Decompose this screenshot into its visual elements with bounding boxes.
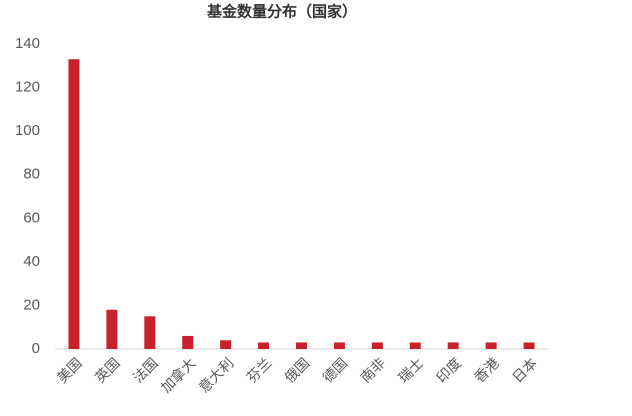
bar	[409, 342, 421, 349]
x-tick-label: 英国	[92, 355, 124, 387]
bar	[447, 342, 459, 349]
x-tick-label: 美国	[55, 355, 86, 386]
chart-title: 基金数量分布（国家）	[206, 3, 357, 21]
y-tick-label: 80	[23, 166, 40, 183]
bar	[485, 342, 497, 349]
bar	[523, 342, 535, 349]
x-tick-label: 印度	[434, 355, 465, 386]
x-tick-label: 法国	[130, 355, 161, 386]
x-tick-label: 南非	[358, 355, 389, 386]
bar	[333, 342, 345, 349]
y-tick-label: 100	[15, 122, 40, 139]
bar	[220, 340, 232, 349]
bar	[182, 335, 194, 349]
x-tick-label: 瑞士	[396, 355, 427, 386]
y-tick-label: 40	[23, 253, 40, 270]
x-tick-label: 加拿大	[158, 355, 200, 397]
x-tick-label: 芬兰	[244, 355, 275, 386]
x-tick-label: 香港	[472, 355, 503, 386]
bar	[371, 342, 383, 349]
y-tick-label: 60	[23, 209, 40, 226]
bar	[68, 59, 80, 349]
x-tick-label: 俄国	[282, 355, 313, 386]
bar	[106, 309, 118, 349]
y-tick-label: 140	[15, 35, 40, 52]
y-tick-label: 120	[15, 79, 40, 96]
bar	[258, 342, 270, 349]
bar	[144, 316, 156, 349]
bar	[296, 342, 307, 349]
x-tick-label: 日本	[510, 355, 541, 386]
y-tick-label: 20	[23, 296, 40, 313]
y-tick-label: 0	[32, 340, 40, 357]
x-tick-label: 德国	[320, 355, 351, 386]
x-tick-label: 意大利	[196, 355, 238, 397]
